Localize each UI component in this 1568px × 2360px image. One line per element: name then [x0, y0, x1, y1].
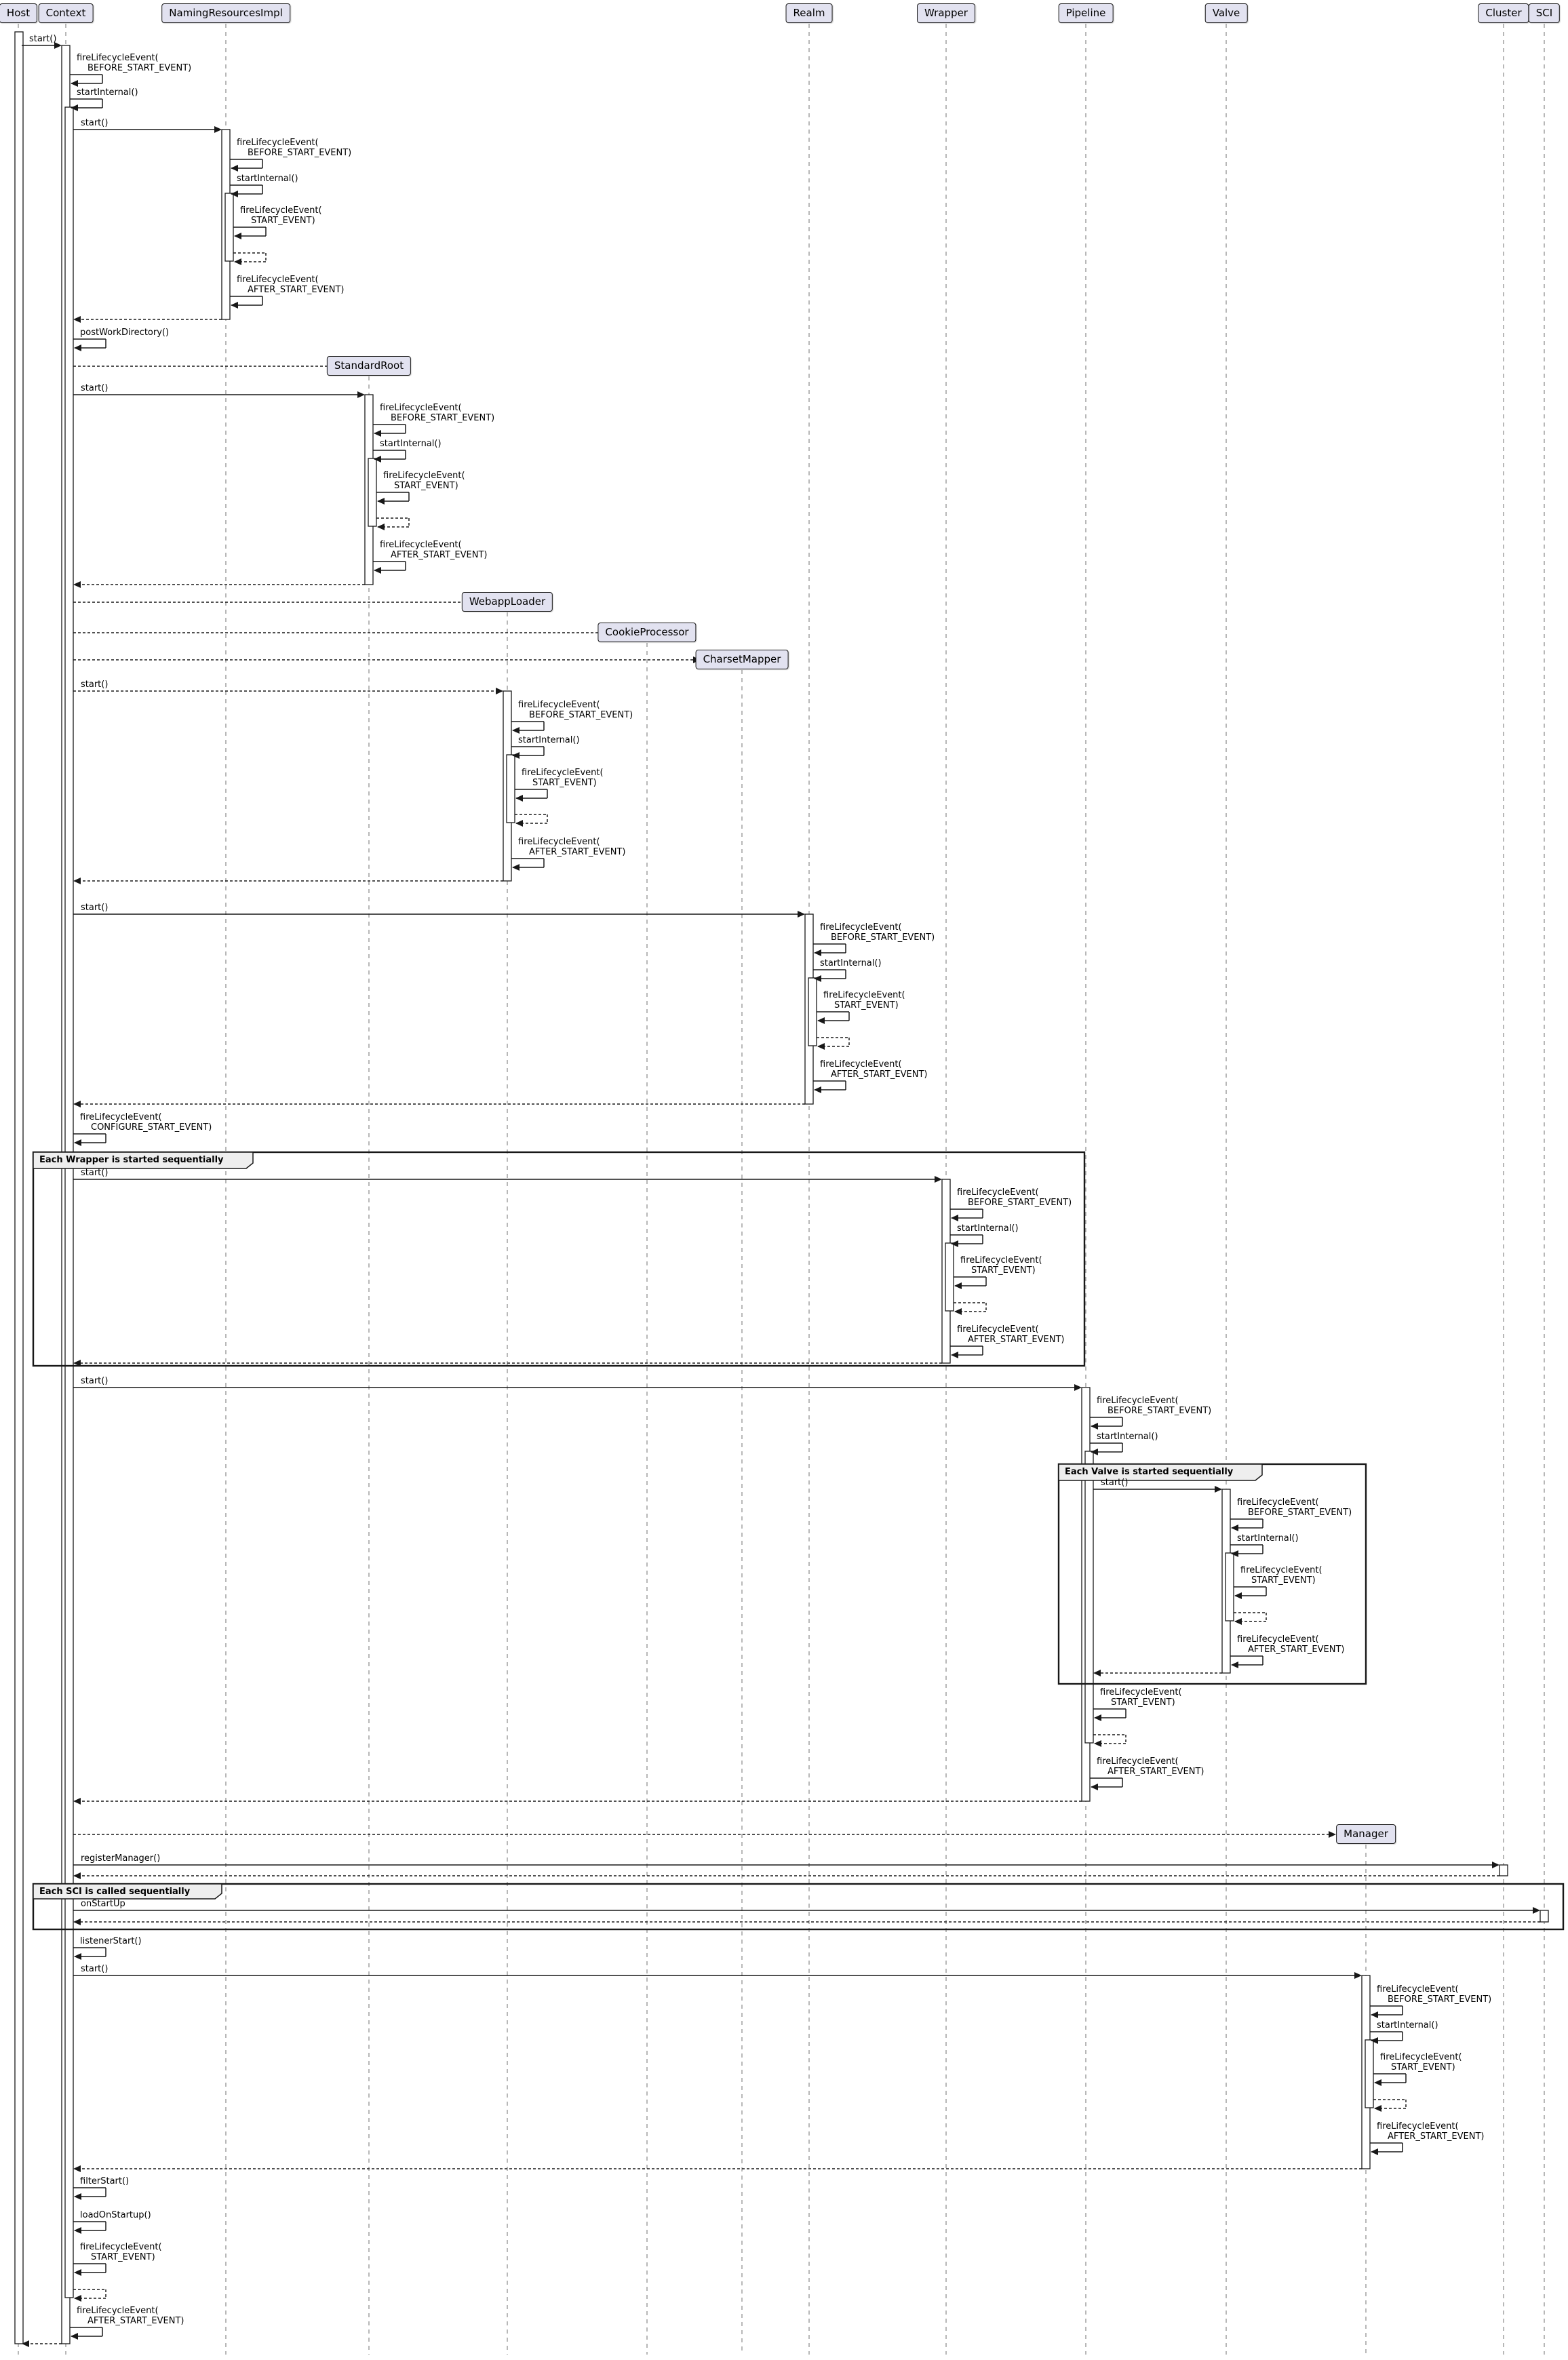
activation-bar — [14, 31, 24, 2344]
arrowhead — [1093, 1670, 1101, 1676]
arrowhead — [374, 567, 381, 574]
arrowhead — [1094, 1714, 1101, 1721]
arrowhead — [234, 233, 241, 239]
arrowhead — [512, 864, 520, 871]
arrowhead — [73, 1101, 81, 1107]
arrowhead — [377, 524, 385, 530]
activation-bar — [808, 977, 817, 1046]
arrowhead — [1074, 1384, 1082, 1391]
frame-tab — [1058, 1463, 1263, 1481]
activation-bar — [1084, 1451, 1094, 1744]
arrowhead — [73, 581, 81, 588]
activation-bar — [224, 193, 234, 262]
arrowhead — [1091, 1423, 1098, 1430]
arrowhead — [1231, 1550, 1238, 1557]
arrowhead — [470, 599, 477, 606]
arrowhead — [1374, 2079, 1381, 2086]
arrowhead — [74, 345, 81, 351]
arrowhead — [73, 1919, 81, 1925]
frame-tab — [33, 1883, 222, 1900]
arrowhead — [515, 820, 523, 827]
arrowhead — [1234, 1618, 1242, 1625]
arrowhead — [234, 258, 241, 265]
arrowhead — [598, 629, 606, 636]
arrowhead — [1533, 1907, 1540, 1914]
arrowhead — [814, 975, 821, 982]
arrowhead — [71, 80, 78, 87]
arrowhead — [512, 727, 520, 734]
arrowhead — [74, 1139, 81, 1146]
arrowhead — [954, 1282, 962, 1289]
arrowhead — [1094, 1740, 1101, 1747]
arrowhead — [1329, 1831, 1336, 1838]
arrowhead — [231, 165, 238, 172]
activation-bar — [945, 1242, 954, 1312]
arrowhead — [214, 126, 222, 133]
loop-frame — [32, 1151, 1086, 1367]
arrowhead — [1231, 1661, 1238, 1668]
arrowhead — [73, 1872, 81, 1879]
activation-bar — [506, 754, 515, 823]
activation-bar — [1499, 1864, 1508, 1876]
arrowhead — [954, 1308, 962, 1315]
arrowhead — [73, 1360, 81, 1366]
activation-bar — [1365, 2039, 1374, 2108]
arrowhead — [1371, 2011, 1378, 2018]
arrowhead — [935, 1176, 942, 1183]
arrowhead — [814, 949, 821, 956]
arrowhead — [327, 363, 334, 370]
arrowhead — [231, 302, 238, 309]
arrowhead — [73, 316, 81, 323]
activation-bar — [1225, 1552, 1234, 1621]
arrowhead — [1371, 2148, 1378, 2155]
arrowhead — [1091, 1449, 1098, 1455]
activation-bar — [368, 458, 377, 527]
arrowhead — [74, 2269, 81, 2276]
arrowhead — [22, 2340, 29, 2347]
arrowhead — [1374, 2105, 1381, 2112]
arrowhead — [74, 2193, 81, 2200]
arrowhead — [951, 1215, 958, 1221]
arrowhead — [951, 1352, 958, 1358]
arrowhead — [231, 191, 238, 197]
arrowhead — [951, 1240, 958, 1247]
arrowhead — [1215, 1486, 1222, 1493]
arrowhead — [374, 430, 381, 437]
arrowhead — [817, 1017, 825, 1024]
arrowhead — [496, 688, 503, 694]
arrowhead — [74, 2227, 81, 2234]
arrowhead — [73, 878, 81, 884]
arrowhead — [357, 391, 365, 398]
loop-frame — [32, 1883, 1565, 1931]
arrowhead — [377, 498, 385, 505]
loop-frame — [1057, 1463, 1367, 1685]
frame-tab — [33, 1152, 254, 1169]
arrowhead — [73, 1798, 81, 1805]
arrowhead — [71, 104, 78, 111]
arrowhead — [1354, 1972, 1362, 1979]
activation-bar — [64, 106, 74, 2298]
arrowhead — [1371, 2037, 1378, 2044]
arrowhead — [1091, 1784, 1098, 1790]
arrowhead — [1234, 1592, 1242, 1599]
arrowhead — [71, 2333, 78, 2340]
arrowhead — [798, 911, 805, 918]
arrowhead — [74, 1953, 81, 1960]
arrowhead — [515, 795, 523, 802]
arrowhead — [1492, 1862, 1500, 1868]
arrowhead — [817, 1043, 825, 1050]
arrowhead — [374, 456, 381, 463]
arrowhead — [1231, 1525, 1238, 1531]
activation-bar — [1540, 1910, 1549, 1923]
arrowhead — [54, 42, 62, 49]
arrowhead — [814, 1086, 821, 1093]
arrowhead — [74, 2295, 81, 2302]
arrowhead — [693, 656, 701, 663]
arrowhead — [512, 752, 520, 759]
arrowhead — [73, 2165, 81, 2172]
